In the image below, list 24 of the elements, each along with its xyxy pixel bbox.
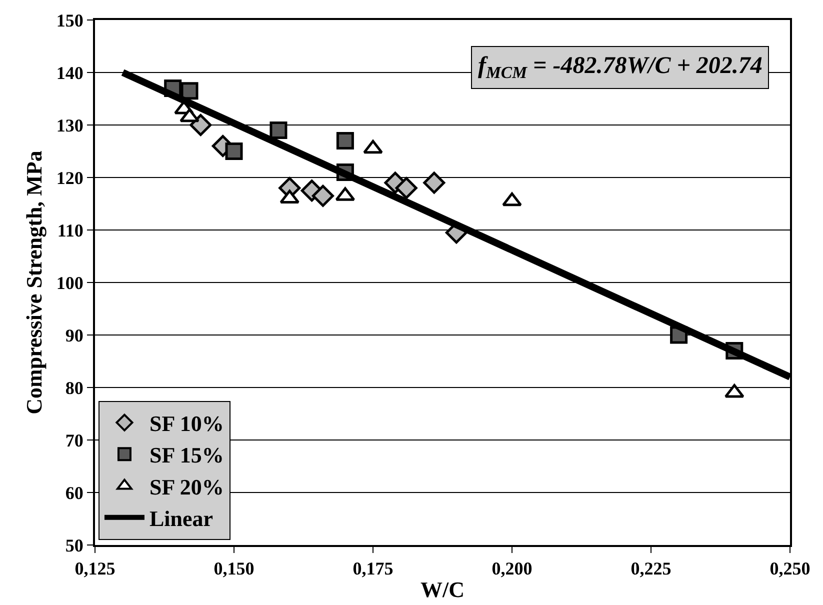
y-tick-label: 110 [57, 220, 84, 240]
x-axis-title: W/C [420, 577, 464, 602]
y-tick-label: 120 [56, 168, 84, 188]
y-axis-title: Compressive Strength, MPa [22, 150, 47, 414]
y-tick-label: 100 [56, 272, 84, 293]
legend-label: Linear [149, 506, 214, 531]
legend-label: SF 10% [149, 411, 224, 436]
legend-label: SF 20% [149, 474, 224, 500]
y-tick-label: 130 [56, 115, 84, 136]
y-tick-label: 50 [65, 535, 84, 556]
x-tick-label: 0,200 [492, 558, 532, 579]
x-tick-label: 0,175 [352, 558, 394, 579]
legend-label: SF 15% [149, 442, 224, 468]
y-tick-label: 150 [56, 10, 84, 30]
annotation: f$_{MCM}$ = -482.78W/C + 202.74 [478, 53, 762, 82]
x-tick-label: 0,250 [770, 558, 810, 579]
x-tick-label: 0,150 [214, 558, 254, 579]
y-tick-label: 70 [65, 430, 84, 450]
x-tick-label: 0,225 [630, 558, 672, 579]
y-tick-label: 60 [65, 482, 84, 503]
y-tick-label: 90 [65, 325, 84, 346]
y-tick-label: 80 [65, 378, 84, 398]
y-tick-label: 140 [56, 62, 84, 83]
x-tick-label: 0,125 [74, 558, 116, 579]
